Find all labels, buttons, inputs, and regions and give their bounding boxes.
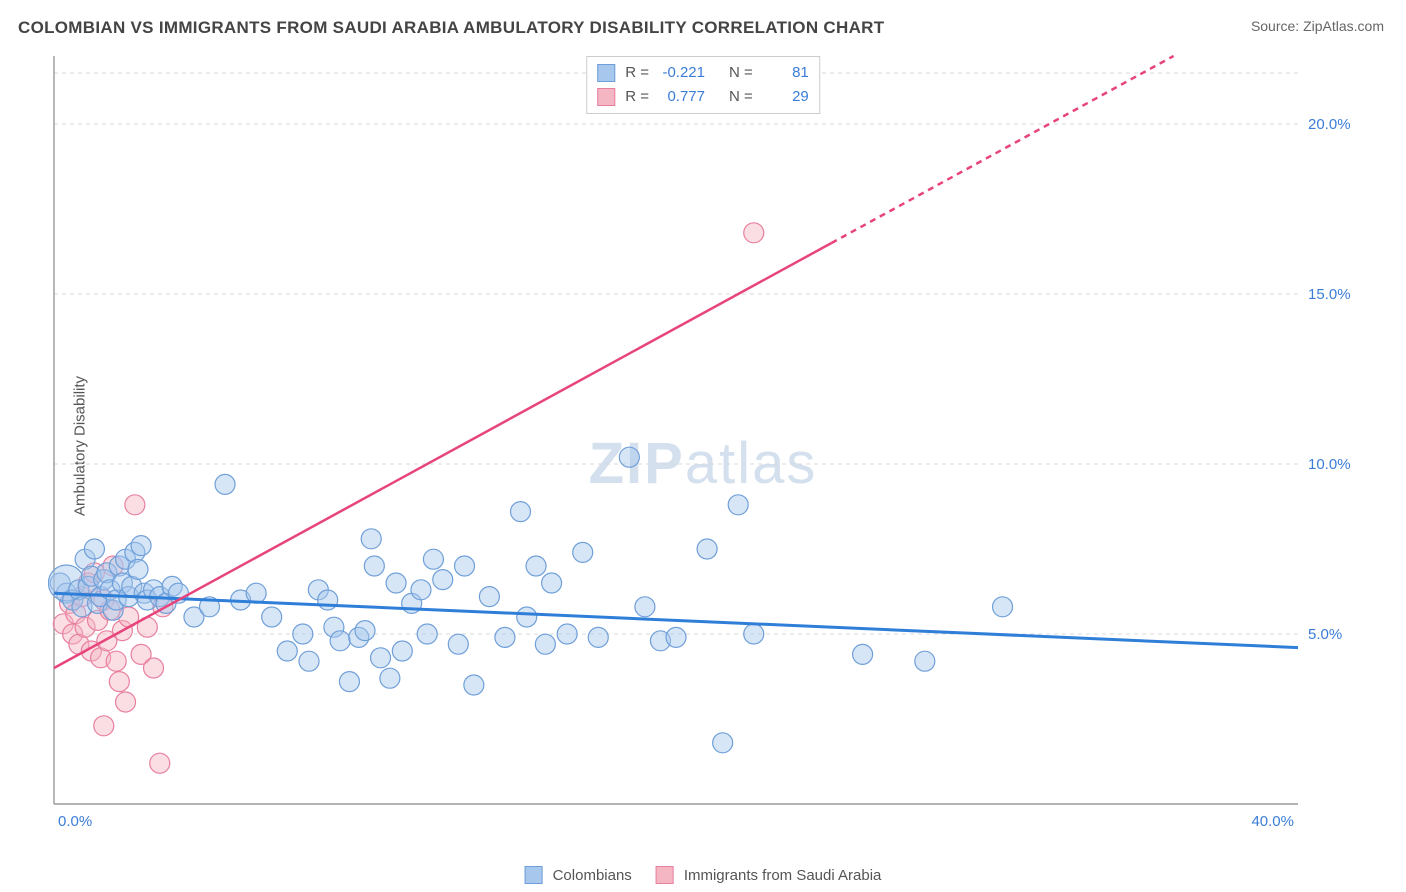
legend-label-1: Colombians <box>553 867 632 884</box>
stats-row-2: R = 0.777 N = 29 <box>597 85 809 109</box>
data-point <box>744 223 764 243</box>
data-point <box>106 651 126 671</box>
legend-swatch-1 <box>525 866 543 884</box>
legend-swatch-2 <box>656 866 674 884</box>
data-point <box>635 597 655 617</box>
data-point <box>215 474 235 494</box>
legend-label-2: Immigrants from Saudi Arabia <box>684 867 882 884</box>
data-point <box>588 627 608 647</box>
legend-item-1: Colombians <box>525 866 632 884</box>
source-label: Source: ZipAtlas.com <box>1251 18 1384 34</box>
r-label: R = <box>625 85 649 109</box>
data-point <box>417 624 437 644</box>
r-value-2: 0.777 <box>655 85 705 109</box>
data-point <box>144 658 164 678</box>
data-point <box>411 580 431 600</box>
data-point <box>116 692 136 712</box>
data-point <box>293 624 313 644</box>
r-value-1: -0.221 <box>655 61 705 85</box>
svg-text:20.0%: 20.0% <box>1308 116 1351 133</box>
data-point <box>355 621 375 641</box>
data-point <box>371 648 391 668</box>
data-point <box>526 556 546 576</box>
stats-box: R = -0.221 N = 81 R = 0.777 N = 29 <box>586 56 820 114</box>
data-point <box>697 539 717 559</box>
chart-title: COLOMBIAN VS IMMIGRANTS FROM SAUDI ARABI… <box>18 18 884 38</box>
svg-text:15.0%: 15.0% <box>1308 286 1351 303</box>
data-point <box>666 627 686 647</box>
data-point <box>448 634 468 654</box>
data-point <box>713 733 733 753</box>
data-point <box>262 607 282 627</box>
r-label: R = <box>625 61 649 85</box>
n-label: N = <box>729 61 753 85</box>
data-point <box>744 624 764 644</box>
chart-container: COLOMBIAN VS IMMIGRANTS FROM SAUDI ARABI… <box>0 0 1406 892</box>
data-point <box>386 573 406 593</box>
data-point <box>128 559 148 579</box>
n-value-2: 29 <box>759 85 809 109</box>
data-point <box>853 644 873 664</box>
svg-text:0.0%: 0.0% <box>58 813 92 830</box>
data-point <box>517 607 537 627</box>
data-point <box>392 641 412 661</box>
n-label: N = <box>729 85 753 109</box>
legend-item-2: Immigrants from Saudi Arabia <box>656 866 882 884</box>
data-point <box>423 549 443 569</box>
data-point <box>495 627 515 647</box>
data-point <box>728 495 748 515</box>
data-point <box>464 675 484 695</box>
data-point <box>455 556 475 576</box>
data-point <box>339 672 359 692</box>
n-value-1: 81 <box>759 61 809 85</box>
svg-text:40.0%: 40.0% <box>1251 813 1294 830</box>
svg-text:5.0%: 5.0% <box>1308 626 1342 643</box>
data-point <box>150 753 170 773</box>
data-point <box>364 556 384 576</box>
svg-text:10.0%: 10.0% <box>1308 456 1351 473</box>
data-point <box>535 634 555 654</box>
data-point <box>299 651 319 671</box>
data-point <box>109 672 129 692</box>
data-point <box>479 587 499 607</box>
data-point <box>330 631 350 651</box>
data-point <box>246 583 266 603</box>
legend: Colombians Immigrants from Saudi Arabia <box>525 866 882 884</box>
data-point <box>380 668 400 688</box>
data-point <box>361 529 381 549</box>
data-point <box>318 590 338 610</box>
data-point <box>557 624 577 644</box>
data-point <box>511 502 531 522</box>
data-point <box>125 495 145 515</box>
data-point <box>433 570 453 590</box>
scatter-plot: 5.0% 10.0% 15.0% 20.0% 0.0% 40.0% <box>48 50 1368 840</box>
data-point <box>915 651 935 671</box>
data-point <box>993 597 1013 617</box>
data-point <box>573 542 593 562</box>
data-point <box>84 539 104 559</box>
stats-row-1: R = -0.221 N = 81 <box>597 61 809 85</box>
swatch-series-2 <box>597 88 615 106</box>
swatch-series-1 <box>597 64 615 82</box>
data-point <box>94 716 114 736</box>
data-point <box>542 573 562 593</box>
data-point <box>277 641 297 661</box>
data-point <box>131 536 151 556</box>
data-point <box>619 447 639 467</box>
